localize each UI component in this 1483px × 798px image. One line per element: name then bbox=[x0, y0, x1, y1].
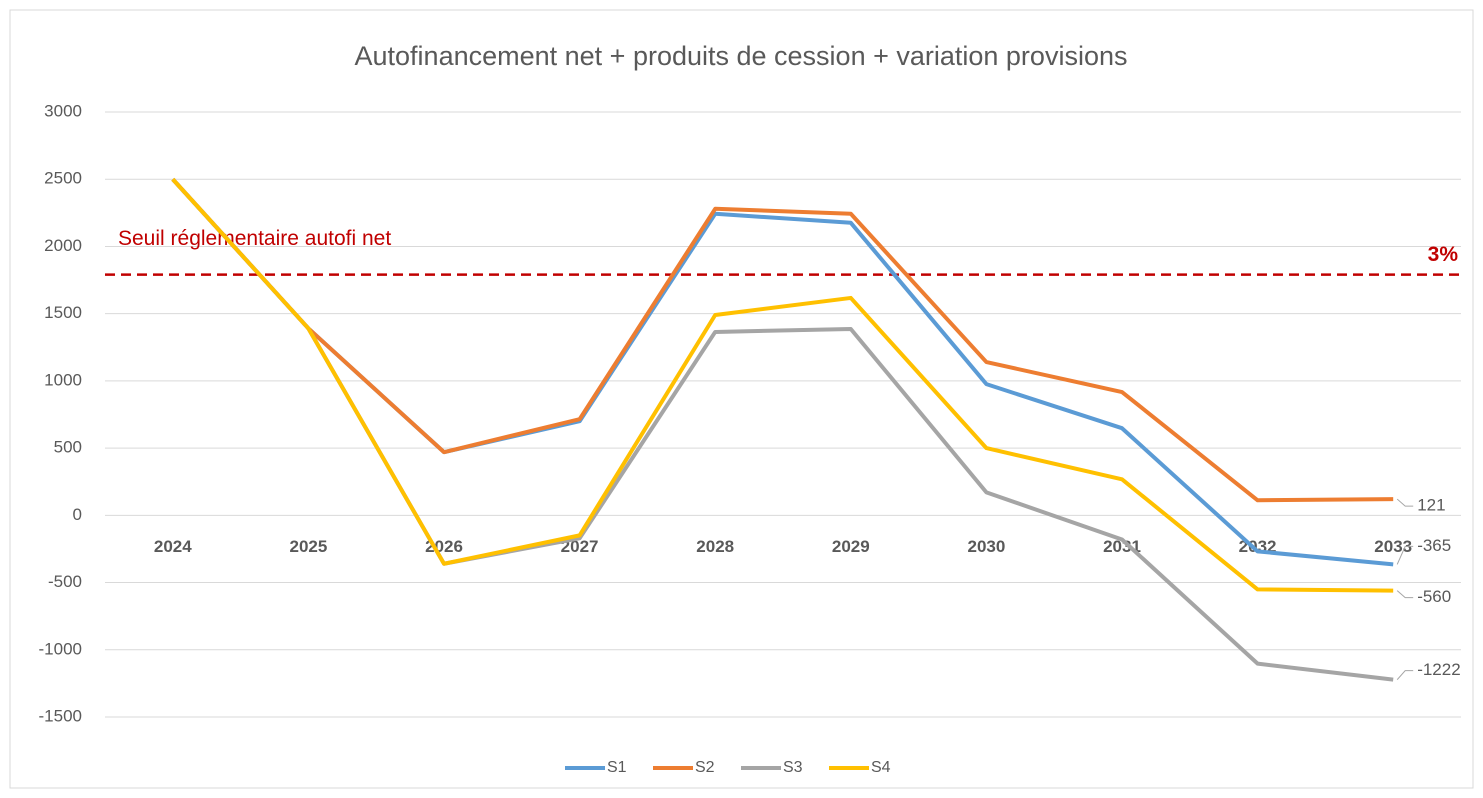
label-leader bbox=[1396, 670, 1414, 680]
legend-label: S3 bbox=[783, 759, 803, 776]
y-tick-label: 1500 bbox=[44, 303, 82, 322]
chart-frame bbox=[9, 9, 1474, 789]
threshold-label: 3% bbox=[1428, 243, 1459, 266]
legend-label: S4 bbox=[871, 759, 891, 776]
x-tick-label: 2024 bbox=[154, 537, 192, 556]
y-tick-label: 0 bbox=[73, 505, 82, 524]
series-line bbox=[171, 177, 1394, 593]
x-tick-label: 2025 bbox=[289, 537, 327, 556]
data-label: -560 bbox=[1417, 587, 1451, 606]
y-tick-label: -1500 bbox=[39, 706, 82, 725]
data-label: -1222 bbox=[1417, 660, 1460, 679]
label-leader bbox=[1396, 590, 1414, 599]
data-label: 121 bbox=[1417, 496, 1445, 515]
series-line bbox=[171, 177, 1394, 503]
y-tick-label: -1000 bbox=[39, 639, 82, 658]
x-tick-label: 2031 bbox=[1103, 537, 1141, 556]
data-label: -365 bbox=[1417, 536, 1451, 555]
y-tick-label: 2000 bbox=[44, 236, 82, 255]
y-tick-label: 500 bbox=[54, 438, 82, 457]
legend-label: S2 bbox=[695, 759, 715, 776]
legend-label: S1 bbox=[607, 759, 627, 776]
x-tick-label: 2030 bbox=[967, 537, 1005, 556]
y-tick-label: -500 bbox=[48, 572, 82, 591]
y-tick-label: 2500 bbox=[44, 169, 82, 188]
y-tick-label: 3000 bbox=[44, 101, 82, 120]
label-leader bbox=[1396, 498, 1414, 507]
threshold-text: Seuil réglementaire autofi net bbox=[118, 227, 391, 250]
y-tick-label: 1000 bbox=[44, 370, 82, 389]
chart-title: Autofinancement net + produits de cessio… bbox=[355, 41, 1128, 71]
x-tick-label: 2028 bbox=[696, 537, 734, 556]
x-tick-label: 2029 bbox=[832, 537, 870, 556]
label-leader bbox=[1396, 545, 1414, 565]
